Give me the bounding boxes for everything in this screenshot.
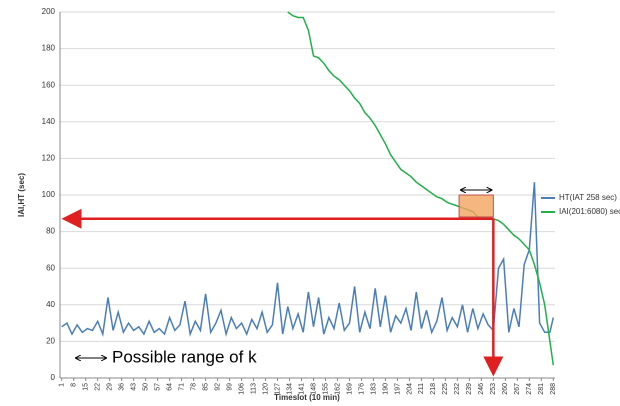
x-tick-label: 190	[382, 383, 389, 395]
x-tick-label: 1	[59, 383, 66, 387]
x-tick-label: 246	[478, 383, 485, 395]
x-tick-label: 127	[274, 383, 281, 395]
x-tick-label: 253	[490, 383, 497, 395]
y-tick-label: 60	[46, 263, 55, 272]
x-tick-label: 281	[538, 383, 545, 395]
legend-label: HT(IAT 258 sec)	[559, 193, 617, 202]
x-tick-label: 162	[334, 383, 341, 395]
y-tick-label: 140	[42, 117, 56, 126]
x-tick-label: 71	[178, 383, 185, 391]
x-tick-label: 176	[358, 383, 365, 395]
highlight-box	[458, 194, 494, 218]
x-tick-label: 288	[550, 383, 557, 395]
x-tick-label: 78	[190, 383, 197, 391]
x-tick-label: 29	[107, 383, 114, 391]
y-tick-label: 0	[51, 373, 56, 382]
x-tick-label: 106	[238, 383, 245, 395]
x-tick-label: 8	[71, 383, 78, 387]
x-tick-label: 15	[83, 383, 90, 391]
x-tick-label: 64	[166, 383, 173, 391]
x-tick-label: 85	[202, 383, 209, 391]
y-tick-label: 20	[46, 337, 55, 346]
x-tick-label: 99	[226, 383, 233, 391]
x-tick-label: 134	[286, 383, 293, 395]
y-tick-label: 120	[42, 154, 56, 163]
x-tick-label: 183	[370, 383, 377, 395]
y-tick-label: 200	[42, 7, 56, 16]
x-tick-label: 36	[119, 383, 126, 391]
x-tick-label: 43	[130, 383, 137, 391]
y-tick-label: 160	[42, 80, 56, 89]
x-tick-label: 204	[406, 383, 413, 395]
annotation: Possible range of k	[112, 347, 257, 366]
x-tick-label: 141	[298, 383, 305, 395]
x-tick-label: 22	[95, 383, 102, 391]
series-line	[287, 11, 555, 366]
x-tick-label: 225	[442, 383, 449, 395]
x-tick-label: 218	[430, 383, 437, 395]
x-tick-label: 267	[514, 383, 521, 395]
x-tick-label: 148	[310, 383, 317, 395]
y-tick-label: 100	[42, 190, 56, 199]
y-tick-label: 40	[46, 300, 55, 309]
series-line	[61, 182, 555, 338]
x-tick-label: 239	[466, 383, 473, 395]
x-tick-label: 92	[214, 383, 221, 391]
y-axis-title: IAI,HT (sec)	[17, 173, 26, 217]
x-tick-label: 50	[142, 383, 149, 391]
x-tick-label: 197	[394, 383, 401, 395]
y-tick-label: 180	[42, 44, 56, 53]
x-tick-label: 211	[418, 383, 425, 394]
legend-label: IAI(201:6080) sec	[559, 207, 620, 216]
x-tick-label: 155	[322, 383, 329, 395]
x-tick-label: 57	[154, 383, 161, 391]
x-tick-label: 274	[526, 383, 533, 395]
x-tick-label: 169	[346, 383, 353, 395]
x-axis-title: Timeslot (10 min)	[274, 393, 340, 402]
x-tick-label: 113	[250, 383, 257, 394]
x-tick-label: 260	[502, 383, 509, 395]
x-tick-label: 232	[454, 383, 461, 395]
x-tick-label: 120	[262, 383, 269, 395]
y-tick-label: 80	[46, 227, 55, 236]
